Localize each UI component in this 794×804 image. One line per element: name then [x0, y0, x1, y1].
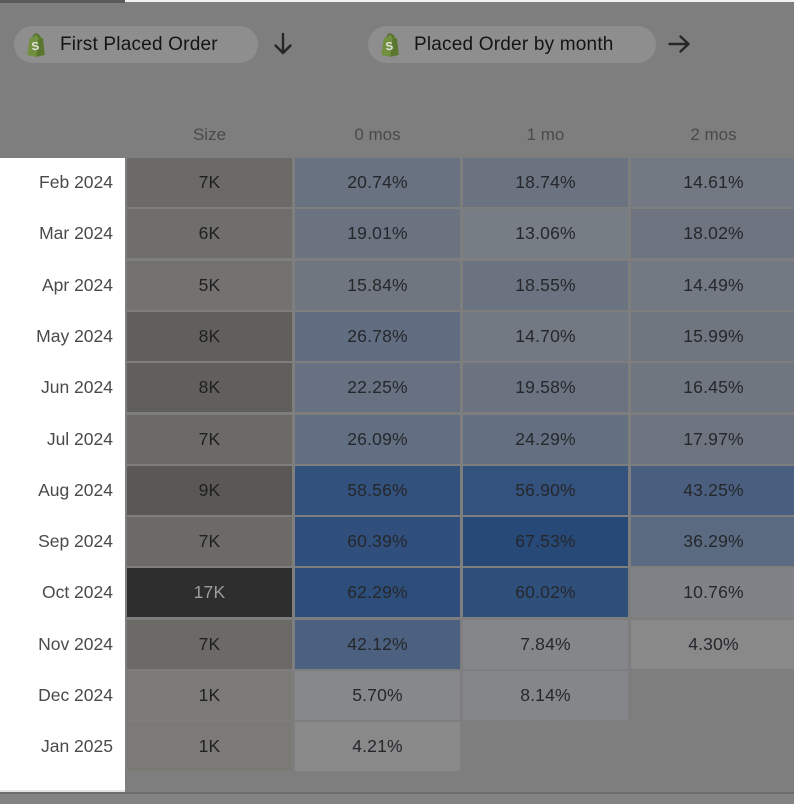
column-header-0mos: 0 mos — [354, 125, 401, 144]
row-label: Sep 2024 — [38, 531, 113, 551]
heatmap-cell[interactable]: 17K — [127, 568, 292, 617]
heatmap-grid: 7K 20.74% 18.74% 14.61% 6K 19.01% 13.06% 18.02%… — [127, 158, 794, 790]
heatmap-cell[interactable]: 18.02% — [631, 209, 794, 258]
event-pill-label: Placed Order by month — [414, 33, 614, 55]
heatmap-cell[interactable]: 1K — [127, 671, 292, 720]
heatmap-cell[interactable]: 4.21% — [295, 722, 460, 771]
heatmap-cell[interactable]: 8.14% — [463, 671, 628, 720]
heatmap-cell[interactable]: 7K — [127, 620, 292, 669]
column-header-size: Size — [192, 125, 227, 144]
heatmap-cell[interactable]: 14.70% — [463, 312, 628, 361]
row-label: Jun 2024 — [40, 377, 113, 397]
heatmap-cell[interactable]: 19.58% — [463, 363, 628, 412]
row-labels-panel: Feb 2024 Mar 2024 Apr 2024 May 2024 Jun 2024… — [0, 158, 125, 790]
heatmap-cell[interactable]: 1K — [127, 722, 292, 771]
heatmap-cell[interactable]: 20.74% — [295, 158, 460, 207]
row-label: Apr 2024 — [41, 275, 113, 295]
heatmap-cell[interactable]: 62.29% — [295, 568, 460, 617]
heatmap-cell[interactable]: 6K — [127, 209, 292, 258]
heatmap-cell[interactable]: 67.53% — [463, 517, 628, 566]
arrow-right-icon — [662, 27, 696, 61]
shopify-icon: S — [23, 32, 49, 58]
heatmap-cell[interactable]: 5K — [127, 261, 292, 310]
row-label: Oct 2024 — [41, 582, 113, 602]
heatmap-cell[interactable]: 43.25% — [631, 466, 794, 515]
bottom-divider-line — [0, 792, 794, 794]
row-label: Mar 2024 — [39, 223, 113, 243]
row-label: Aug 2024 — [38, 480, 113, 500]
heatmap-cell[interactable]: 8K — [127, 363, 292, 412]
heatmap-cell[interactable]: 26.09% — [295, 415, 460, 464]
column-header-1mo: 1 mo — [526, 125, 565, 144]
heatmap-cell[interactable]: 22.25% — [295, 363, 460, 412]
top-edge-light — [125, 0, 794, 2]
row-label: Nov 2024 — [38, 634, 113, 654]
heatmap-cell[interactable]: 24.29% — [463, 415, 628, 464]
heatmap-cell[interactable]: 60.39% — [295, 517, 460, 566]
heatmap-cell[interactable]: 7K — [127, 415, 292, 464]
row-label: Jul 2024 — [46, 429, 113, 449]
svg-text:S: S — [385, 40, 394, 53]
heatmap-cell[interactable]: 8K — [127, 312, 292, 361]
arrow-down-icon — [266, 27, 300, 61]
svg-text:S: S — [31, 40, 40, 53]
heatmap-cell[interactable]: 7.84% — [463, 620, 628, 669]
heatmap-cell[interactable]: 17.97% — [631, 415, 794, 464]
heatmap-cell[interactable]: 5.70% — [295, 671, 460, 720]
event-pill-label: First Placed Order — [60, 33, 218, 55]
heatmap-cell[interactable]: 15.84% — [295, 261, 460, 310]
heatmap-cell[interactable]: 18.55% — [463, 261, 628, 310]
heatmap-cell[interactable]: 60.02% — [463, 568, 628, 617]
bottom-band — [0, 794, 794, 804]
heatmap-cell[interactable]: 4.30% — [631, 620, 794, 669]
heatmap-cell[interactable]: 18.74% — [463, 158, 628, 207]
heatmap-cell[interactable]: 7K — [127, 517, 292, 566]
heatmap-cell[interactable]: 36.29% — [631, 517, 794, 566]
heatmap-cell[interactable]: 13.06% — [463, 209, 628, 258]
heatmap-cell[interactable]: 58.56% — [295, 466, 460, 515]
heatmap-cell[interactable]: 56.90% — [463, 466, 628, 515]
top-edge-dark — [0, 0, 125, 3]
event-pill-placed-order-by-month[interactable]: S Placed Order by month — [368, 26, 656, 63]
column-header-2mos: 2 mos — [690, 125, 737, 144]
heatmap-cell[interactable]: 7K — [127, 158, 292, 207]
label-panel-bottom-edge — [0, 790, 125, 792]
row-label: May 2024 — [36, 326, 113, 346]
heatmap-cell[interactable]: 9K — [127, 466, 292, 515]
heatmap-cell[interactable]: 14.49% — [631, 261, 794, 310]
heatmap-cell[interactable]: 26.78% — [295, 312, 460, 361]
heatmap-cell[interactable]: 15.99% — [631, 312, 794, 361]
row-label: Dec 2024 — [38, 685, 113, 705]
row-label: Jan 2025 — [40, 736, 113, 756]
shopify-icon: S — [377, 32, 403, 58]
heatmap-cell[interactable]: 16.45% — [631, 363, 794, 412]
heatmap-cell[interactable]: 10.76% — [631, 568, 794, 617]
row-label: Feb 2024 — [39, 172, 113, 192]
heatmap-cell[interactable]: 19.01% — [295, 209, 460, 258]
heatmap-cell[interactable]: 14.61% — [631, 158, 794, 207]
event-pill-first-placed-order[interactable]: S First Placed Order — [14, 26, 258, 63]
heatmap-cell[interactable]: 42.12% — [295, 620, 460, 669]
